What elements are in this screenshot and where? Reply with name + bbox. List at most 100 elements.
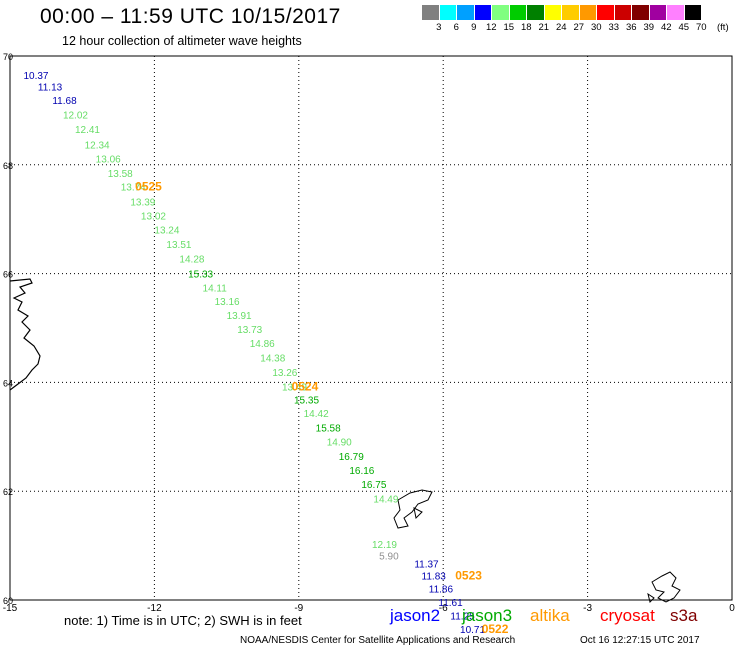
legend-swatch: [632, 5, 650, 20]
legend-label: 70: [695, 22, 707, 33]
satellite-altika: altika: [530, 606, 570, 625]
legend-swatch: [667, 5, 685, 20]
legend-swatch: [422, 5, 440, 20]
lon-tick-label: -9: [294, 603, 303, 614]
legend-label: 45: [678, 22, 690, 33]
footer-note: note: 1) Time is in UTC; 2) SWH is in fe…: [64, 613, 302, 628]
wave-height-value: 14.49: [373, 495, 398, 506]
wave-height-value: 11.83: [422, 571, 447, 582]
wave-height-value: 13.39: [130, 198, 155, 209]
wave-height-value: 15.35: [294, 396, 319, 407]
color-legend: [422, 5, 702, 20]
legend-swatch: [509, 5, 527, 20]
lat-tick-label: 64: [3, 378, 13, 388]
legend-swatch: [579, 5, 597, 20]
footer-timestamp: Oct 16 12:27:15 UTC 2017: [580, 635, 700, 646]
legend-swatch: [597, 5, 615, 20]
wave-height-value: 13.91: [227, 311, 252, 322]
page-subtitle: 12 hour collection of altimeter wave hei…: [62, 34, 302, 48]
wave-height-value: 10.37: [23, 71, 48, 82]
pass-time-label: 0525: [135, 179, 162, 193]
page-title: 00:00 – 11:59 UTC 10/15/2017: [40, 5, 341, 28]
wave-height-value: 5.90: [379, 552, 399, 563]
legend-label: 18: [520, 22, 532, 33]
legend-swatch: [474, 5, 492, 20]
wave-height-value: 16.75: [361, 480, 386, 491]
satellite-jason3: jason3: [462, 606, 513, 625]
satellite-cryosat: cryosat: [600, 606, 655, 625]
wave-height-value: 15.33: [188, 269, 213, 280]
wave-height-value: 14.86: [250, 339, 275, 350]
satellite-s3a: s3a: [670, 606, 698, 625]
legend-label: 36: [625, 22, 637, 33]
lat-tick-label: 70: [3, 52, 13, 62]
faroe-coast: [393, 489, 433, 529]
lon-tick-label: 0: [729, 603, 735, 614]
wave-height-value: 14.90: [327, 438, 352, 449]
wave-height-value: 13.26: [272, 368, 297, 379]
wave-height-value: 11.13: [38, 82, 63, 93]
lon-tick-label: -3: [583, 603, 592, 614]
wave-height-value: 13.73: [237, 325, 262, 336]
legend-label: 24: [555, 22, 567, 33]
lon-tick-label: -6: [439, 603, 448, 614]
footer-credit: NOAA/NESDIS Center for Satellite Applica…: [240, 635, 516, 646]
wave-height-value: 11.25: [450, 612, 475, 623]
wave-height-value: 11.61: [438, 598, 463, 609]
legend-label: 39: [643, 22, 655, 33]
legend-label: 21: [538, 22, 550, 33]
legend-swatch: [439, 5, 457, 20]
legend-label: 12: [485, 22, 497, 33]
legend-label: 27: [573, 22, 585, 33]
iceland-coast: [9, 278, 41, 391]
pass-time-label: 0523: [455, 568, 482, 582]
legend-swatch: [492, 5, 510, 20]
wave-height-value: 16.16: [349, 466, 374, 477]
legend-swatch: [527, 5, 545, 20]
legend-swatch: [544, 5, 562, 20]
wave-height-value: 14.11: [203, 284, 228, 295]
wave-height-value: 14.42: [304, 409, 329, 420]
legend-swatch: [614, 5, 632, 20]
wave-height-value: 14.38: [260, 354, 285, 365]
legend-label: 30: [590, 22, 602, 33]
wave-height-value: 13.02: [141, 212, 166, 223]
legend-label: 15: [503, 22, 515, 33]
satellite-jason2: jason2: [390, 606, 441, 625]
wave-height-value: 13.74: [121, 182, 146, 193]
lon-tick-label: -12: [147, 603, 162, 614]
wave-height-value: 13.49: [282, 383, 307, 394]
lat-tick-label: 68: [3, 161, 13, 171]
wave-height-value: 10.71: [460, 625, 485, 636]
wave-height-value: 11.68: [52, 96, 77, 107]
lat-tick-label: 60: [3, 596, 13, 606]
wave-height-value: 15.58: [316, 423, 341, 434]
wave-height-value: 13.16: [215, 297, 240, 308]
wave-height-value: 12.19: [372, 540, 397, 551]
wave-height-value: 13.06: [96, 155, 121, 166]
wave-height-value: 12.02: [63, 111, 88, 122]
legend-swatch: [684, 5, 702, 20]
lat-tick-label: 66: [3, 270, 13, 280]
legend-swatch: [649, 5, 667, 20]
wave-height-value: 16.79: [339, 452, 364, 463]
wave-height-value: 14.28: [179, 255, 204, 266]
legend-label: 3: [436, 22, 442, 33]
legend-swatch: [457, 5, 475, 20]
shetland-coast: [647, 571, 681, 603]
wave-height-value: 11.37: [414, 559, 439, 570]
map-frame: [9, 55, 733, 601]
pass-time-label: 0524: [292, 380, 319, 394]
wave-height-value: 13.24: [154, 225, 179, 236]
lon-tick-label: -15: [3, 603, 18, 614]
wave-height-value: 12.41: [75, 125, 100, 136]
wave-height-value: 11.86: [429, 584, 454, 595]
lat-tick-label: 62: [3, 487, 13, 497]
legend-label: 9: [471, 22, 477, 33]
legend-label: 42: [660, 22, 672, 33]
wave-height-value: 12.34: [85, 140, 110, 151]
wave-height-value: 13.58: [108, 169, 133, 180]
legend-label: 6: [453, 22, 459, 33]
